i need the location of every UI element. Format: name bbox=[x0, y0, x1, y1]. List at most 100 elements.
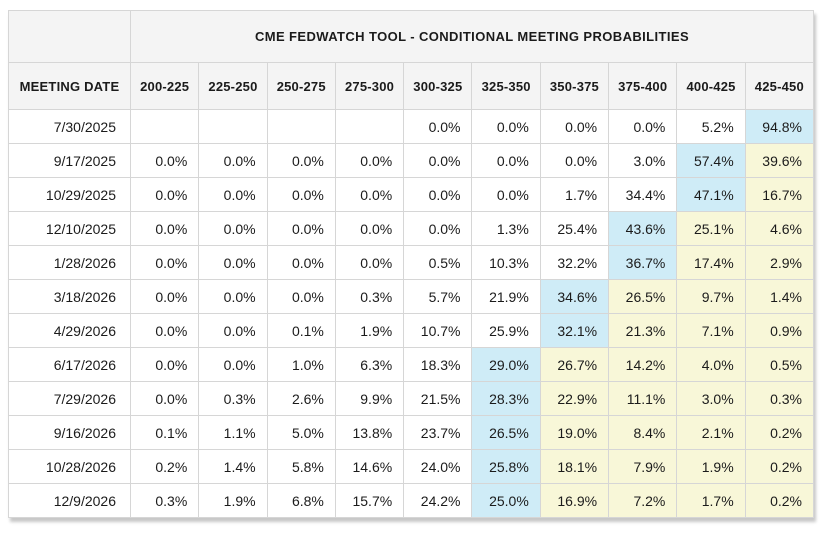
prob-cell: 25.8% bbox=[471, 449, 541, 484]
prob-cell: 0.0% bbox=[129, 211, 200, 246]
prob-cell: 0.0% bbox=[471, 143, 541, 178]
prob-cell: 0.9% bbox=[744, 313, 815, 348]
prob-cell: 2.9% bbox=[744, 245, 815, 280]
prob-cell: 25.9% bbox=[471, 313, 541, 348]
prob-cell: 0.2% bbox=[129, 449, 200, 484]
prob-cell: 57.4% bbox=[676, 143, 746, 178]
fedwatch-table-frame: CME FEDWATCH TOOL - CONDITIONAL MEETING … bbox=[8, 10, 815, 518]
prob-cell: 19.0% bbox=[539, 415, 610, 450]
table-row: 7/29/2026 0.0% 0.3% 2.6% 9.9% 21.5% 28.3% 22.9%… bbox=[8, 381, 815, 416]
prob-cell: 3.0% bbox=[608, 143, 678, 178]
prob-cell: 32.1% bbox=[539, 313, 610, 348]
prob-cell: 0.3% bbox=[129, 483, 200, 518]
prob-cell: 0.0% bbox=[129, 279, 200, 314]
meeting-date-cell: 7/29/2026 bbox=[8, 381, 131, 416]
prob-cell: 26.5% bbox=[608, 279, 678, 314]
prob-cell: 13.8% bbox=[334, 415, 405, 450]
prob-cell: 0.0% bbox=[403, 211, 473, 246]
prob-cell: 10.7% bbox=[403, 313, 473, 348]
prob-cell: 21.5% bbox=[403, 381, 473, 416]
prob-cell: 14.2% bbox=[608, 347, 678, 382]
prob-cell: 7.9% bbox=[608, 449, 678, 484]
prob-cell bbox=[129, 109, 200, 144]
prob-cell: 0.3% bbox=[744, 381, 815, 416]
prob-cell bbox=[198, 109, 268, 144]
prob-cell: 0.0% bbox=[266, 177, 336, 212]
prob-cell: 39.6% bbox=[744, 143, 815, 178]
prob-cell: 0.5% bbox=[403, 245, 473, 280]
prob-cell: 26.7% bbox=[539, 347, 610, 382]
prob-cell: 3.0% bbox=[676, 381, 746, 416]
prob-cell: 25.1% bbox=[676, 211, 746, 246]
meeting-date-cell: 10/29/2025 bbox=[8, 177, 131, 212]
prob-cell: 1.4% bbox=[198, 449, 268, 484]
prob-cell: 0.2% bbox=[744, 415, 815, 450]
prob-cell: 5.7% bbox=[403, 279, 473, 314]
prob-cell: 26.5% bbox=[471, 415, 541, 450]
prob-cell: 34.4% bbox=[608, 177, 678, 212]
meeting-date-cell: 12/10/2025 bbox=[8, 211, 131, 246]
prob-cell: 0.0% bbox=[266, 211, 336, 246]
prob-cell: 32.2% bbox=[539, 245, 610, 280]
prob-cell: 25.4% bbox=[539, 211, 610, 246]
prob-cell: 0.0% bbox=[403, 143, 473, 178]
corner-cell bbox=[8, 10, 131, 63]
prob-cell: 15.7% bbox=[334, 483, 405, 518]
prob-cell: 10.3% bbox=[471, 245, 541, 280]
table-row: 10/28/2026 0.2% 1.4% 5.8% 14.6% 24.0% 25.8% 18.… bbox=[8, 449, 815, 484]
prob-cell: 0.0% bbox=[129, 313, 200, 348]
prob-cell: 0.0% bbox=[198, 143, 268, 178]
prob-cell: 1.3% bbox=[471, 211, 541, 246]
prob-cell: 0.3% bbox=[334, 279, 405, 314]
prob-cell: 7.1% bbox=[676, 313, 746, 348]
table-row: 4/29/2026 0.0% 0.0% 0.1% 1.9% 10.7% 25.9% 32.1%… bbox=[8, 313, 815, 348]
prob-cell: 0.0% bbox=[334, 177, 405, 212]
prob-cell: 1.1% bbox=[198, 415, 268, 450]
prob-cell: 0.0% bbox=[129, 177, 200, 212]
meeting-date-cell: 6/17/2026 bbox=[8, 347, 131, 382]
table-row: 12/10/2025 0.0% 0.0% 0.0% 0.0% 0.0% 1.3% 25.4% 4… bbox=[8, 211, 815, 246]
prob-cell: 0.0% bbox=[539, 109, 610, 144]
prob-cell: 0.0% bbox=[198, 211, 268, 246]
prob-cell: 4.6% bbox=[744, 211, 815, 246]
rate-range-header: 375-400 bbox=[608, 62, 678, 110]
prob-cell: 0.0% bbox=[198, 313, 268, 348]
table-row: 9/17/2025 0.0% 0.0% 0.0% 0.0% 0.0% 0.0% 0.0% 3.0… bbox=[8, 143, 815, 178]
prob-cell: 0.0% bbox=[266, 279, 336, 314]
prob-cell: 0.0% bbox=[129, 245, 200, 280]
prob-cell: 23.7% bbox=[403, 415, 473, 450]
prob-cell: 0.0% bbox=[198, 279, 268, 314]
prob-cell: 1.9% bbox=[198, 483, 268, 518]
meeting-date-cell: 4/29/2026 bbox=[8, 313, 131, 348]
prob-cell: 0.0% bbox=[334, 211, 405, 246]
prob-cell: 1.7% bbox=[539, 177, 610, 212]
prob-cell: 0.5% bbox=[744, 347, 815, 382]
meeting-date-cell: 3/18/2026 bbox=[8, 279, 131, 314]
prob-cell: 25.0% bbox=[471, 483, 541, 518]
prob-cell: 21.3% bbox=[608, 313, 678, 348]
prob-cell: 0.2% bbox=[744, 483, 815, 518]
rate-range-header: 425-450 bbox=[744, 62, 815, 110]
prob-cell: 5.0% bbox=[266, 415, 336, 450]
prob-cell: 18.1% bbox=[539, 449, 610, 484]
table-row: 9/16/2026 0.1% 1.1% 5.0% 13.8% 23.7% 26.5% 19.0… bbox=[8, 415, 815, 450]
prob-cell: 6.3% bbox=[334, 347, 405, 382]
prob-cell: 7.2% bbox=[608, 483, 678, 518]
prob-cell: 1.0% bbox=[266, 347, 336, 382]
rate-range-header: 275-300 bbox=[334, 62, 405, 110]
prob-cell: 0.3% bbox=[198, 381, 268, 416]
rate-range-header: 225-250 bbox=[198, 62, 268, 110]
rate-range-header: 200-225 bbox=[129, 62, 200, 110]
column-header-row: MEETING DATE 200-225 225-250 250-275 275-30… bbox=[8, 62, 815, 110]
prob-cell: 43.6% bbox=[608, 211, 678, 246]
meeting-date-cell: 10/28/2026 bbox=[8, 449, 131, 484]
prob-cell: 0.0% bbox=[129, 347, 200, 382]
prob-cell bbox=[334, 109, 405, 144]
prob-cell: 29.0% bbox=[471, 347, 541, 382]
table-row: 3/18/2026 0.0% 0.0% 0.0% 0.3% 5.7% 21.9% 34.6% 2… bbox=[8, 279, 815, 314]
prob-cell: 0.1% bbox=[129, 415, 200, 450]
meeting-date-cell: 7/30/2025 bbox=[8, 109, 131, 144]
prob-cell: 14.6% bbox=[334, 449, 405, 484]
prob-cell: 9.7% bbox=[676, 279, 746, 314]
prob-cell: 11.1% bbox=[608, 381, 678, 416]
